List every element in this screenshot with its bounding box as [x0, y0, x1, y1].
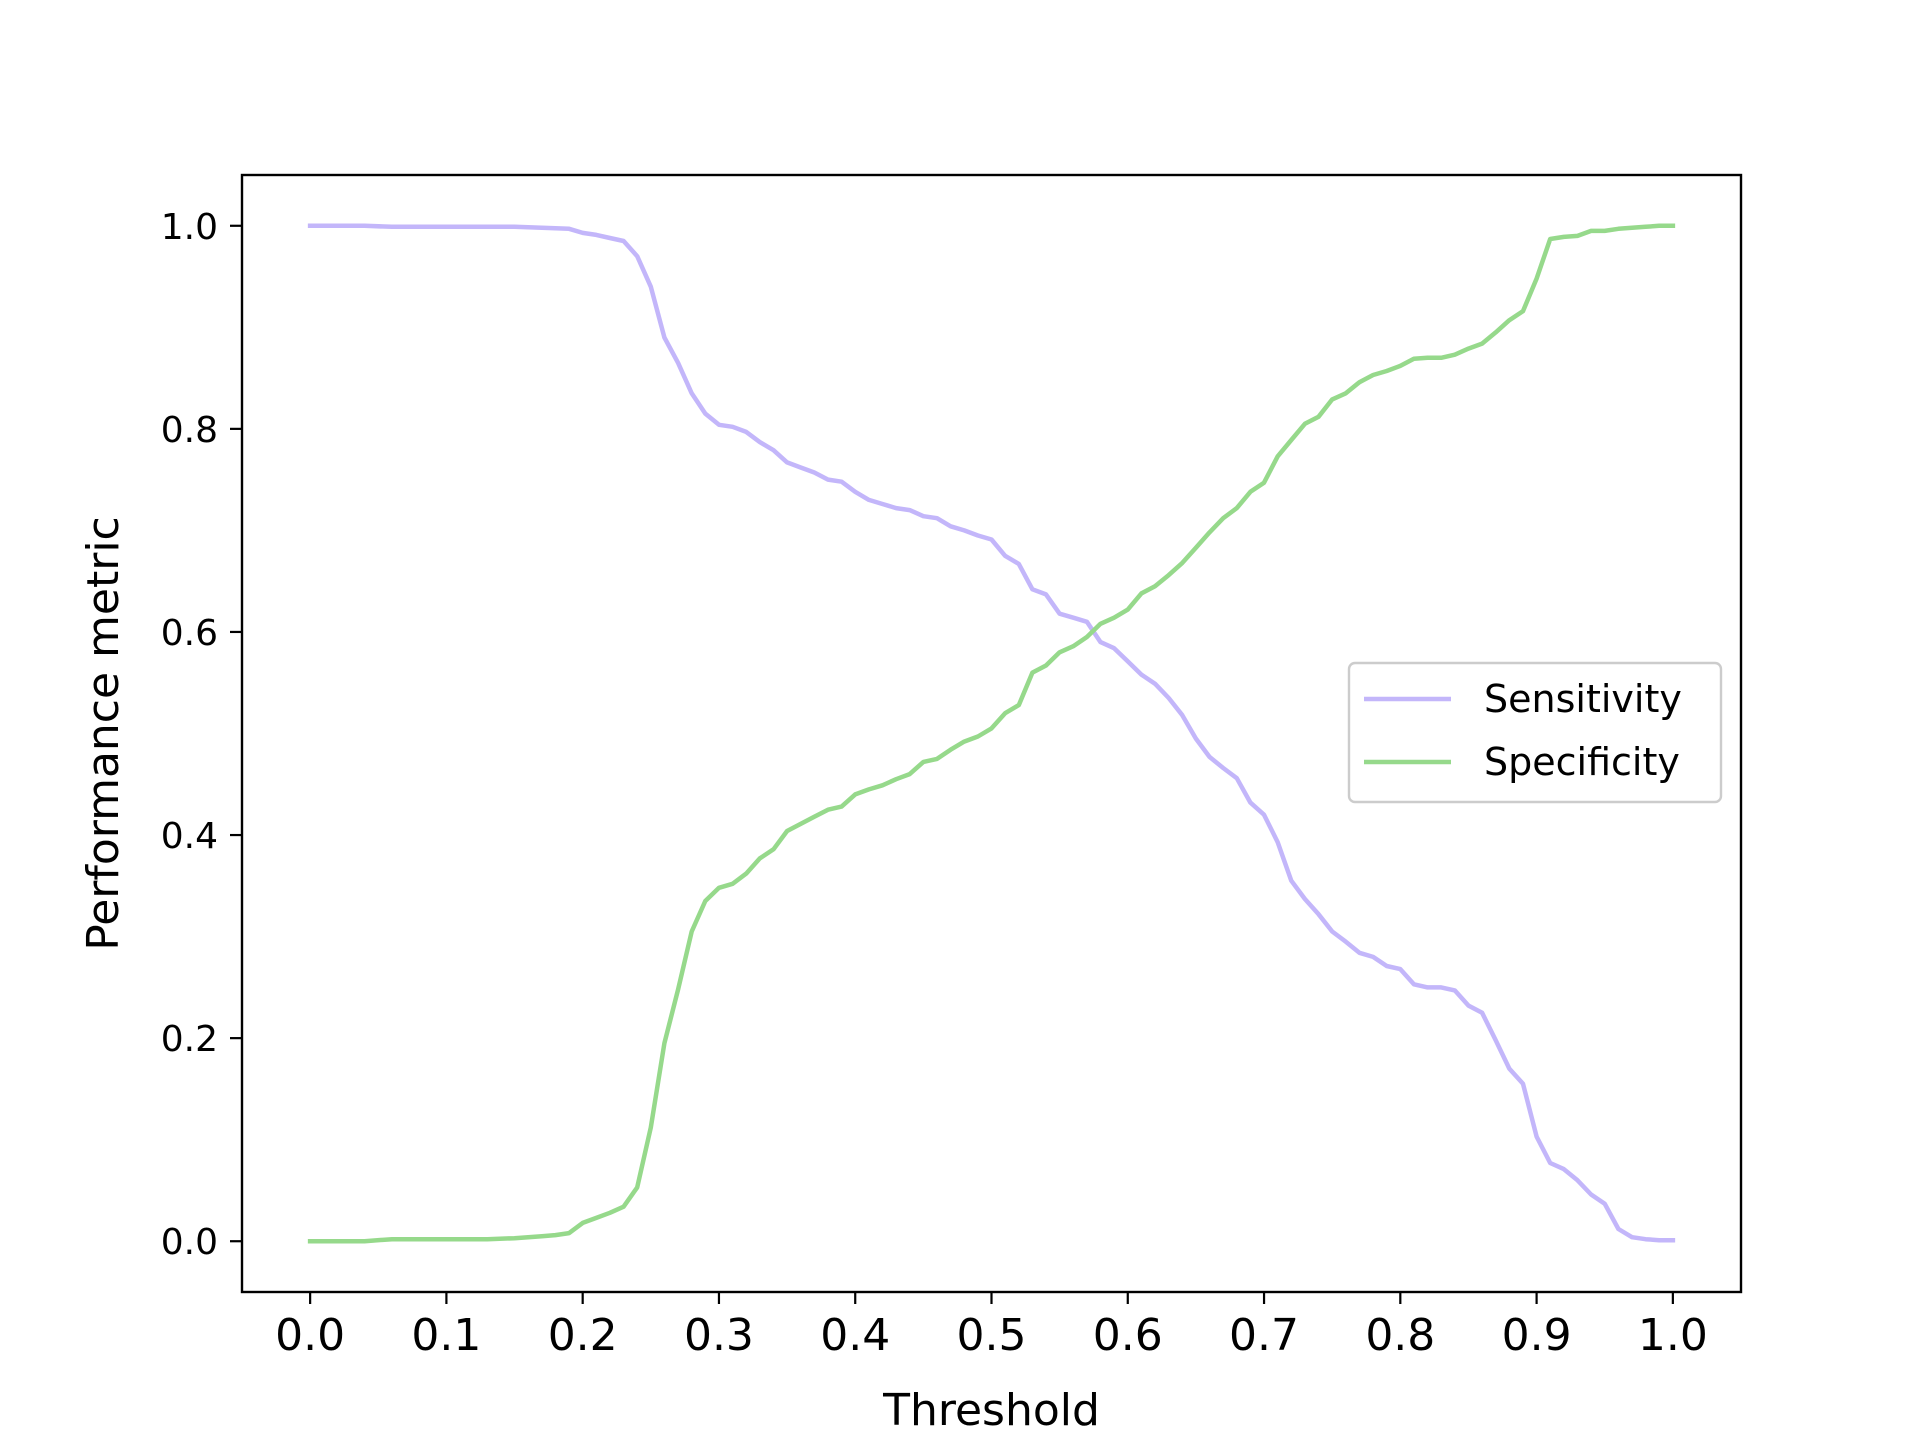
- legend: Sensitivity Specificity: [1347, 661, 1723, 804]
- x-tick-label: 0.5: [957, 1310, 1027, 1361]
- y-tick-label: 0.6: [161, 613, 218, 654]
- legend-label-sensitivity: Sensitivity: [1484, 677, 1682, 721]
- x-tick-label: 0.3: [684, 1310, 754, 1361]
- x-tick-label: 0.0: [275, 1310, 345, 1361]
- x-tick-label: 1.0: [1638, 1310, 1708, 1361]
- y-tick-label: 0.0: [161, 1222, 218, 1263]
- y-tick-label: 0.4: [161, 816, 218, 857]
- x-tick-label: 0.1: [411, 1310, 481, 1361]
- series-line-sensitivity: [307, 223, 1676, 1243]
- y-axis-ticks: 0.0 0.2 0.4 0.6 0.8 1.0: [161, 207, 242, 1263]
- x-tick-label: 0.6: [1093, 1310, 1163, 1361]
- x-tick-label: 0.7: [1229, 1310, 1299, 1361]
- series-line-specificity: [307, 223, 1676, 1244]
- y-tick-label: 0.8: [161, 410, 218, 451]
- y-tick-label: 1.0: [161, 207, 218, 248]
- y-tick-label: 0.2: [161, 1019, 218, 1060]
- x-axis-ticks: 0.0 0.1 0.2 0.3 0.4 0.5 0.6 0.7 0.8 0.9 1.0: [275, 1292, 1708, 1361]
- x-tick-label: 0.2: [548, 1310, 618, 1361]
- x-axis-title: Threshold: [882, 1385, 1100, 1436]
- series-layer: [307, 223, 1676, 1244]
- x-tick-label: 0.8: [1365, 1310, 1435, 1361]
- y-axis-title: Performance metric: [78, 516, 129, 951]
- x-tick-label: 0.9: [1502, 1310, 1572, 1361]
- x-tick-label: 0.4: [820, 1310, 890, 1361]
- legend-label-specificity: Specificity: [1484, 740, 1680, 784]
